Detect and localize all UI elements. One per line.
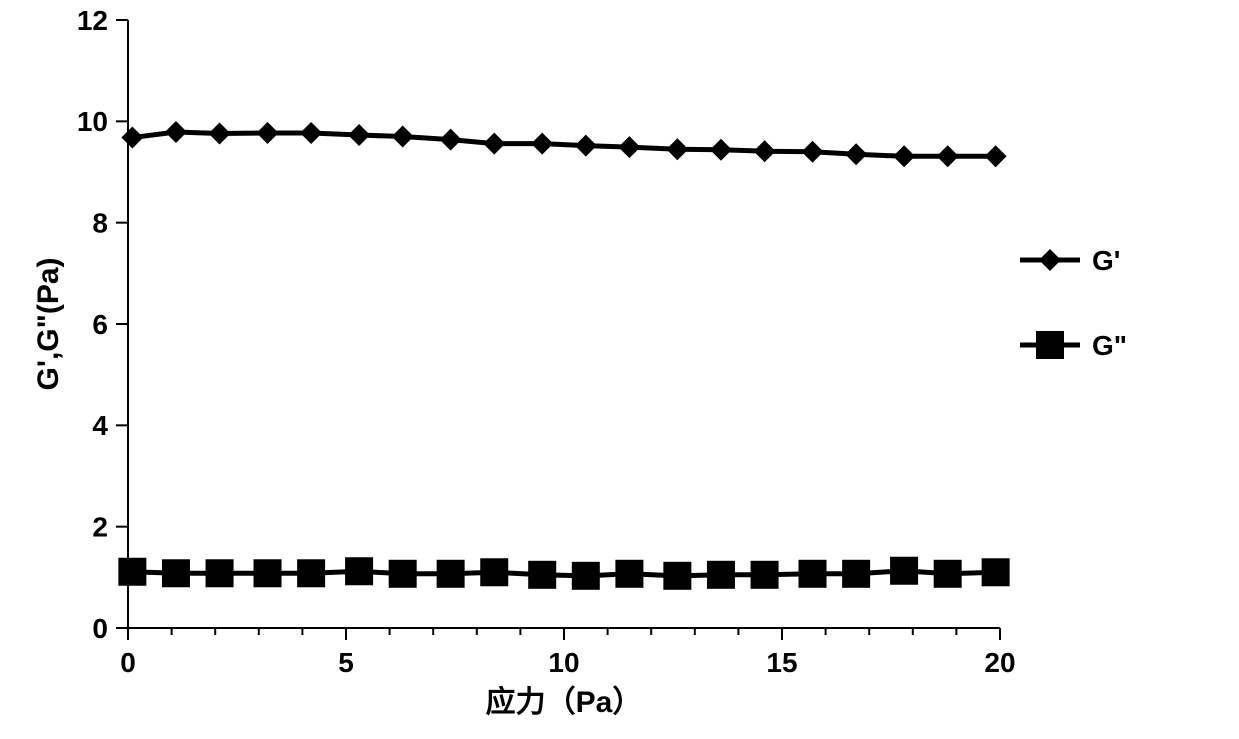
series-marker-1 xyxy=(437,560,465,588)
series-marker-1 xyxy=(890,557,918,585)
series-marker-1 xyxy=(663,562,691,590)
y-tick-label: 6 xyxy=(92,309,108,340)
y-tick-label: 2 xyxy=(92,511,108,542)
series-marker-1 xyxy=(799,560,827,588)
series-marker-1 xyxy=(389,560,417,588)
legend-marker-1 xyxy=(1036,331,1064,359)
chart-svg: 0 5 10 15 20 0 2 4 6 8 10 12 应力（Pa） G',G"(Pa) G' G" xyxy=(0,0,1239,734)
series-marker-1 xyxy=(162,559,190,587)
series-marker-1 xyxy=(572,562,600,590)
series-marker-1 xyxy=(934,560,962,588)
legend-label-1: G" xyxy=(1092,330,1127,361)
series-marker-1 xyxy=(118,558,146,586)
x-tick-label: 5 xyxy=(338,647,354,678)
series-marker-1 xyxy=(842,560,870,588)
series-marker-1 xyxy=(345,557,373,585)
series-marker-1 xyxy=(254,559,282,587)
x-tick-label: 20 xyxy=(984,647,1015,678)
series-marker-1 xyxy=(707,561,735,589)
y-tick-label: 10 xyxy=(77,106,108,137)
series-marker-1 xyxy=(480,558,508,586)
series-marker-1 xyxy=(982,558,1010,586)
y-tick-label: 4 xyxy=(92,410,108,441)
x-tick-label: 0 xyxy=(120,647,136,678)
series-marker-1 xyxy=(615,560,643,588)
y-tick-label: 12 xyxy=(77,5,108,36)
chart-container: 0 5 10 15 20 0 2 4 6 8 10 12 应力（Pa） G',G"(Pa) G' G" xyxy=(0,0,1239,734)
series-marker-1 xyxy=(297,559,325,587)
series-marker-1 xyxy=(528,561,556,589)
x-tick-label: 15 xyxy=(766,647,797,678)
y-axis-title: G',G"(Pa) xyxy=(32,257,65,390)
chart-background xyxy=(0,0,1239,734)
x-tick-label: 10 xyxy=(548,647,579,678)
x-axis-title: 应力（Pa） xyxy=(486,685,643,719)
y-tick-label: 8 xyxy=(92,207,108,238)
legend-label-0: G' xyxy=(1092,245,1120,276)
series-marker-1 xyxy=(751,561,779,589)
y-tick-label: 0 xyxy=(92,613,108,644)
series-marker-1 xyxy=(206,559,234,587)
